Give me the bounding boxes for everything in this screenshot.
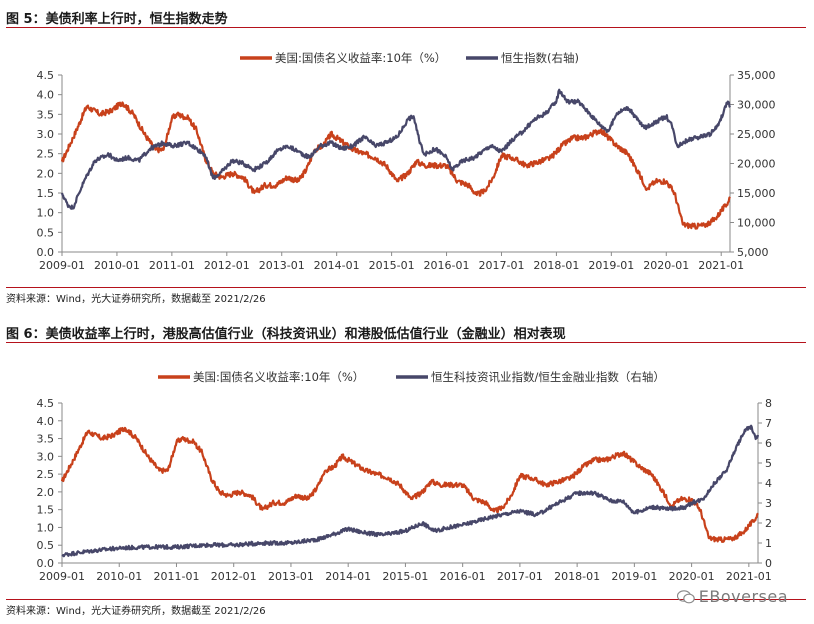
y-left-tick-label: 3.0: [37, 450, 55, 463]
figure-6-top-rule: [6, 342, 806, 343]
figure-6-source: 资料来源：Wind，光大证券研究所，数据截至 2021/2/26: [6, 606, 266, 617]
x-tick-label: 2020-01: [669, 570, 715, 583]
y-right-tick-label: 1: [765, 537, 772, 550]
x-tick-label: 2021-01: [698, 259, 744, 272]
y-left-tick-label: 0.0: [37, 246, 55, 259]
legend-label-1: 美国:国债名义收益率:10年（%）: [275, 51, 446, 65]
x-tick-label: 2018-01: [554, 570, 600, 583]
x-tick-label: 2012-01: [211, 570, 257, 583]
y-left-tick-label: 0.0: [37, 557, 55, 570]
y-left-tick-label: 0.5: [37, 226, 55, 239]
y-left-tick-label: 3.5: [37, 108, 55, 121]
y-right-tick-label: 30,000: [737, 99, 776, 112]
y-left-tick-label: 2.0: [37, 486, 55, 499]
x-tick-label: 2016-01: [424, 259, 470, 272]
x-tick-label: 2017-01: [497, 570, 543, 583]
y-left-tick-label: 3.0: [37, 128, 55, 141]
y-left-tick-label: 1.0: [37, 521, 55, 534]
figure-5-top-rule: [6, 27, 806, 28]
y-right-tick-label: 7: [765, 417, 772, 430]
x-tick-label: 2021-01: [726, 570, 772, 583]
figure-5-chart: 0.0 0.5 1.0 1.5 2.0 2.5 3.0 3.5 4.0 4.5 5,000 10,00…: [37, 51, 776, 272]
x-tick-label: 2014-01: [325, 570, 371, 583]
figure-5-source: 资料来源：Wind，光大证券研究所，数据截至 2021/2/26: [6, 294, 266, 305]
legend-label-1: 美国:国债名义收益率:10年（%）: [193, 370, 364, 384]
watermark: EBoversea: [676, 587, 788, 606]
x-tick-label: 2012-01: [204, 259, 250, 272]
series-line-1: [60, 101, 731, 230]
x-tick-label: 2009-01: [39, 570, 85, 583]
y-left-tick-label: 1.5: [37, 187, 55, 200]
x-tick-label: 2010-01: [96, 570, 142, 583]
figure-6-bottom-rule: [6, 599, 806, 600]
y-left-tick-label: 3.5: [37, 433, 55, 446]
figure-5-title: 图 5：美债利率上行时，恒生指数走势: [6, 12, 228, 27]
y-left-tick-label: 1.5: [37, 504, 55, 517]
y-right-tick-label: 35,000: [737, 69, 776, 82]
y-right-tick-label: 20,000: [737, 158, 776, 171]
x-tick-label: 2019-01: [588, 259, 634, 272]
x-tick-label: 2020-01: [643, 259, 689, 272]
y-left-tick-label: 4.5: [37, 69, 55, 82]
x-tick-label: 2011-01: [149, 259, 195, 272]
y-right-tick-label: 6: [765, 437, 772, 450]
y-right-tick-label: 4: [765, 477, 772, 490]
x-tick-label: 2009-01: [39, 259, 85, 272]
x-tick-label: 2015-01: [369, 259, 415, 272]
wechat-icon: [676, 590, 695, 604]
x-tick-label: 2015-01: [382, 570, 428, 583]
series-line-2: [61, 424, 760, 558]
y-left-tick-label: 2.5: [37, 468, 55, 481]
y-right-tick-label: 8: [765, 397, 772, 410]
legend-label-2: 恒生科技资讯业指数/恒生金融业指数（右轴）: [431, 370, 665, 384]
x-tick-label: 2019-01: [611, 570, 657, 583]
x-tick-label: 2014-01: [314, 259, 360, 272]
x-tick-label: 2017-01: [478, 259, 524, 272]
x-tick-label: 2011-01: [153, 570, 199, 583]
y-right-tick-label: 2: [765, 517, 772, 530]
y-left-tick-label: 2.0: [37, 167, 55, 180]
watermark-text: EBoversea: [698, 587, 788, 606]
y-right-tick-label: 5,000: [737, 246, 769, 259]
legend-label-2: 恒生指数(右轴): [501, 51, 579, 65]
y-right-tick-label: 15,000: [737, 187, 776, 200]
y-left-tick-label: 4.0: [37, 89, 55, 102]
y-left-tick-label: 4.5: [37, 397, 55, 410]
y-right-tick-label: 10,000: [737, 217, 776, 230]
y-left-tick-label: 0.5: [37, 539, 55, 552]
y-left-tick-label: 1.0: [37, 207, 55, 220]
x-tick-label: 2016-01: [440, 570, 486, 583]
x-tick-label: 2013-01: [268, 570, 314, 583]
y-right-tick-label: 0: [765, 557, 772, 570]
figure-6-title: 图 6：美债收益率上行时，港股高估值行业（科技资讯业）和港股低估值行业（金融业）…: [6, 327, 566, 342]
y-right-tick-label: 25,000: [737, 128, 776, 141]
figure-5-bottom-rule: [6, 287, 806, 288]
y-right-tick-label: 5: [765, 457, 772, 470]
x-tick-label: 2018-01: [533, 259, 579, 272]
y-left-tick-label: 2.5: [37, 148, 55, 161]
x-tick-label: 2010-01: [94, 259, 140, 272]
y-right-tick-label: 3: [765, 497, 772, 510]
figure-6-chart: 0.0 0.5 1.0 1.5 2.0 2.5 3.0 3.5 4.0 4.5 0 1 2 3 4 5 6 7 8 2…: [37, 370, 773, 583]
series-line-1: [60, 426, 759, 543]
series-line-2: [60, 88, 731, 210]
y-left-tick-label: 4.0: [37, 415, 55, 428]
x-tick-label: 2013-01: [259, 259, 305, 272]
